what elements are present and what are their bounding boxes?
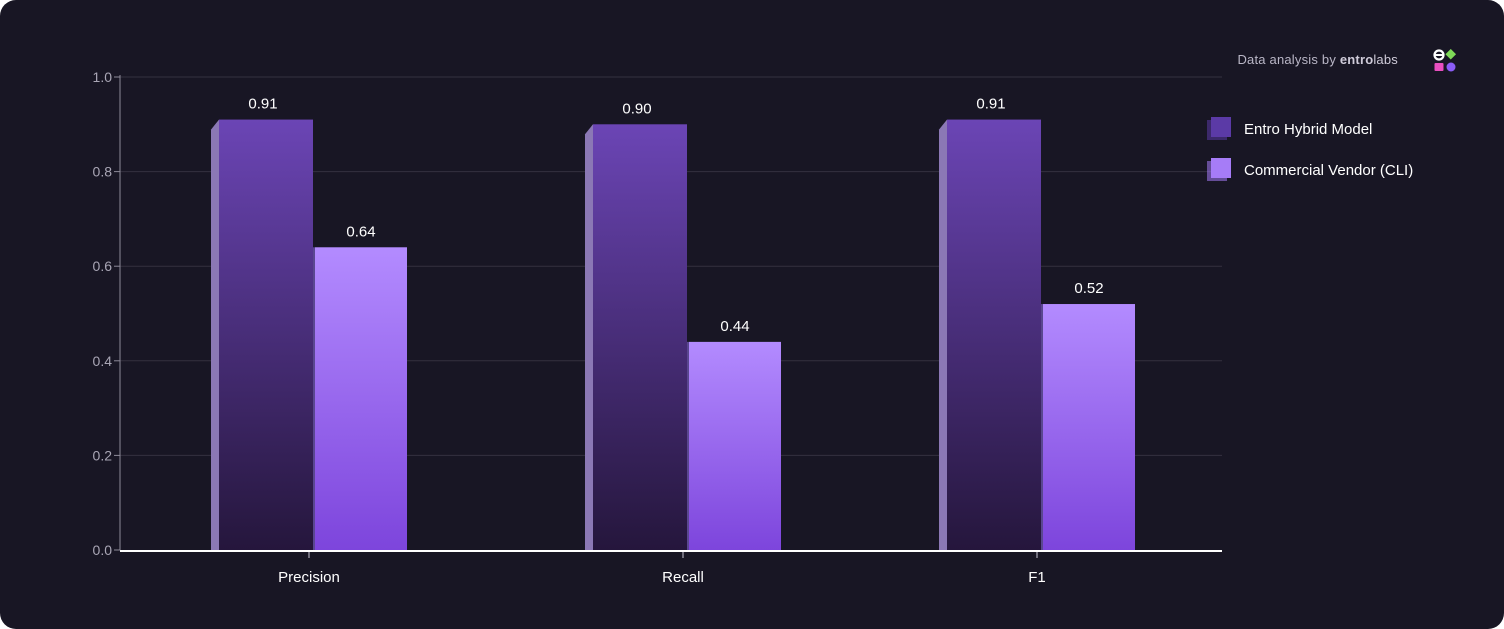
entrolabs-logo-icon [1433,49,1457,72]
bar-recall-series-0 [593,124,687,551]
legend-swatch-commercial-vendor [1207,158,1231,182]
brand-name: entrolabs [1340,52,1398,67]
y-tick-label-1: 0.2 [93,447,113,463]
legend-label-commercial-vendor: Commercial Vendor (CLI) [1244,161,1414,179]
y-tick-label-2: 0.4 [93,353,113,369]
y-tick-label-5: 1.0 [93,69,113,85]
brand-name-light: labs [1373,52,1398,67]
legend-item-commercial-vendor: Commercial Vendor (CLI) [1207,157,1413,183]
data-label-2-1: 0.52 [1074,280,1103,297]
bar-side-1-0 [585,124,593,551]
bar-precision-series-0 [219,119,313,550]
bar-edge-1-1 [687,341,689,550]
x-tick-label-precision: Precision [278,569,340,586]
data-label-0-1: 0.64 [346,223,375,240]
y-tick-label-4: 0.8 [93,164,113,180]
bars [211,119,1135,551]
bar-side-0-0 [211,119,219,550]
bar-edge-2-1 [1041,304,1043,550]
bar-recall-series-1 [689,341,781,550]
bar-side-2-0 [939,119,947,550]
axes: 0.0 0.2 0.4 0.6 0.8 1.0 Precision Recall F1 [93,69,1222,586]
data-label-1-0: 0.90 [622,100,651,117]
bar-f1-series-1 [1043,304,1135,550]
data-label-1-1: 0.44 [720,318,749,335]
legend-swatch-entro-hybrid [1207,117,1231,141]
y-tick-label-0: 0.0 [93,542,113,558]
data-labels: 0.91 0.64 0.90 0.44 0.91 0.52 [248,96,1103,335]
legend-label-entro-hybrid: Entro Hybrid Model [1244,120,1373,138]
chart-legend: Entro Hybrid Model Commercial Vendor (CL… [1207,116,1413,198]
data-label-2-0: 0.91 [976,96,1005,113]
brand-prefix: Data analysis by [1237,52,1340,67]
legend-item-entro-hybrid: Entro Hybrid Model [1207,116,1413,142]
bar-edge-0-1 [313,247,315,550]
bar-precision-series-1 [315,247,407,550]
brand-name-bold: entro [1339,52,1374,67]
y-tick-label-3: 0.6 [93,258,113,274]
x-tick-label-recall: Recall [662,569,704,586]
x-tick-label-f1: F1 [1028,569,1046,586]
data-label-0-0: 0.91 [248,96,277,113]
bar-f1-series-0 [947,119,1041,550]
brand-credit: Data analysis by entrolabs [1237,52,1398,67]
